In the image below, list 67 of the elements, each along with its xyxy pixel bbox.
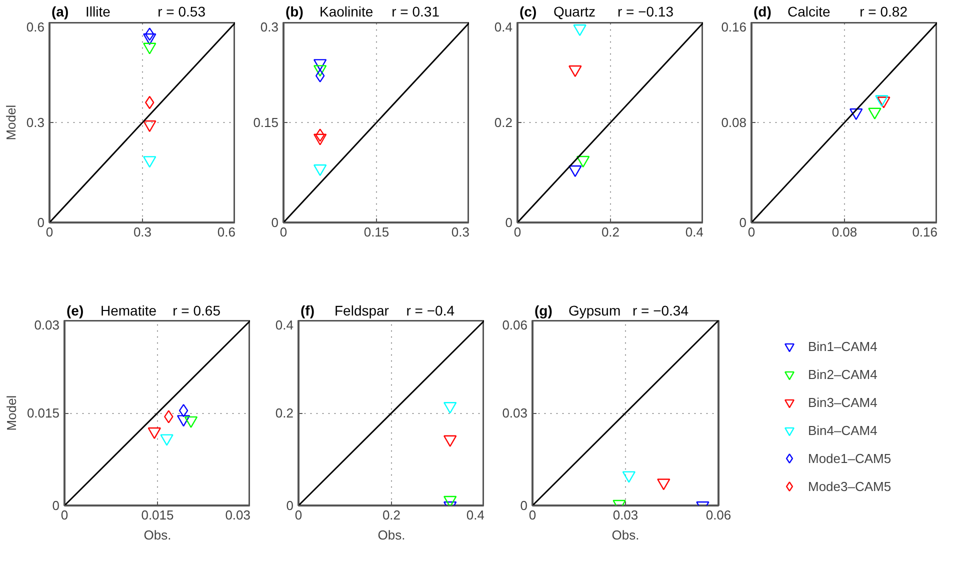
text: r = −0.13	[617, 4, 674, 20]
legend-label: Mode1–CAM5	[808, 450, 892, 466]
y-tick-label: 0	[286, 498, 294, 513]
x-tick-label: 0.015	[141, 508, 174, 522]
y-tick-label: 0.08	[721, 115, 747, 130]
y-axis-title: Model	[4, 395, 19, 431]
x-tick-label: 0.2	[382, 508, 401, 522]
x-tick-label: 0.08	[832, 224, 858, 240]
legend-label: Bin2–CAM4	[808, 366, 878, 382]
x-tick-label: 0.6	[217, 224, 236, 240]
text: (e)	[66, 302, 84, 318]
x-tick-label: 0.06	[706, 508, 732, 522]
text: (f)	[300, 302, 314, 318]
y-axis-title: Model	[3, 104, 18, 140]
x-tick-label: 0.03	[225, 508, 251, 522]
x-tick-label: 0.15	[364, 224, 390, 240]
y-tick-label: 0.6	[26, 20, 45, 34]
legend-label: Bin4–CAM4	[808, 422, 878, 438]
text: (g)	[534, 302, 552, 318]
y-tick-label: 0.4	[275, 318, 294, 332]
y-tick-label: 0.2	[275, 406, 294, 420]
chart-title: Calcite	[788, 4, 831, 20]
y-tick-label: 0	[520, 498, 528, 513]
y-tick-label: 0.2	[494, 115, 513, 130]
text: (c)	[520, 4, 537, 20]
y-tick-label: 0	[37, 215, 45, 230]
x-tick-label: 0.16	[912, 224, 938, 240]
legend-label: Bin1–CAM4	[808, 338, 878, 354]
x-tick-label: 0.3	[451, 224, 470, 240]
y-tick-label: 0.015	[26, 406, 60, 420]
x-tick-label: 0.4	[466, 508, 485, 522]
text: r = 0.31	[392, 4, 440, 20]
legend-label: Mode3–CAM5	[808, 478, 892, 494]
text: (b)	[286, 4, 304, 20]
text: r = −0.34	[632, 302, 689, 318]
y-tick-label: 0	[505, 215, 513, 230]
chart-title: Quartz	[554, 4, 596, 20]
y-tick-label: 0.03	[502, 406, 528, 420]
y-tick-label: 0.3	[26, 115, 45, 130]
y-tick-label: 0.03	[34, 318, 60, 332]
chart-title: Hematite	[100, 302, 157, 318]
x-axis-title: Obs.	[144, 528, 172, 542]
y-tick-label: 0.15	[253, 115, 279, 130]
y-tick-label: 0	[739, 215, 747, 230]
x-tick-label: 0.3	[133, 224, 152, 240]
text: r = −0.4	[406, 302, 455, 318]
text: r = 0.53	[158, 4, 206, 20]
y-tick-label: 0.4	[494, 20, 513, 34]
chart-title: Illite	[86, 4, 111, 20]
x-tick-label: 0.03	[612, 508, 638, 522]
chart-title: Kaolinite	[320, 4, 374, 20]
chart-title: Gypsum	[568, 302, 621, 318]
y-tick-label: 0	[271, 215, 279, 230]
y-tick-label: 0.06	[502, 318, 528, 332]
text: r = 0.82	[860, 4, 908, 20]
text: (a)	[52, 4, 69, 20]
y-tick-label: 0	[52, 498, 60, 513]
text: r = 0.65	[172, 302, 221, 318]
y-tick-label: 0.16	[721, 20, 747, 34]
y-tick-label: 0.3	[260, 20, 279, 34]
x-axis-title: Obs.	[378, 528, 406, 542]
chart-title: Feldspar	[334, 302, 390, 318]
x-axis-title: Obs.	[612, 528, 640, 542]
legend-label: Bin3–CAM4	[808, 394, 878, 410]
x-tick-label: 0.4	[685, 224, 704, 240]
x-tick-label: 0.2	[601, 224, 620, 240]
text: (d)	[754, 4, 772, 20]
